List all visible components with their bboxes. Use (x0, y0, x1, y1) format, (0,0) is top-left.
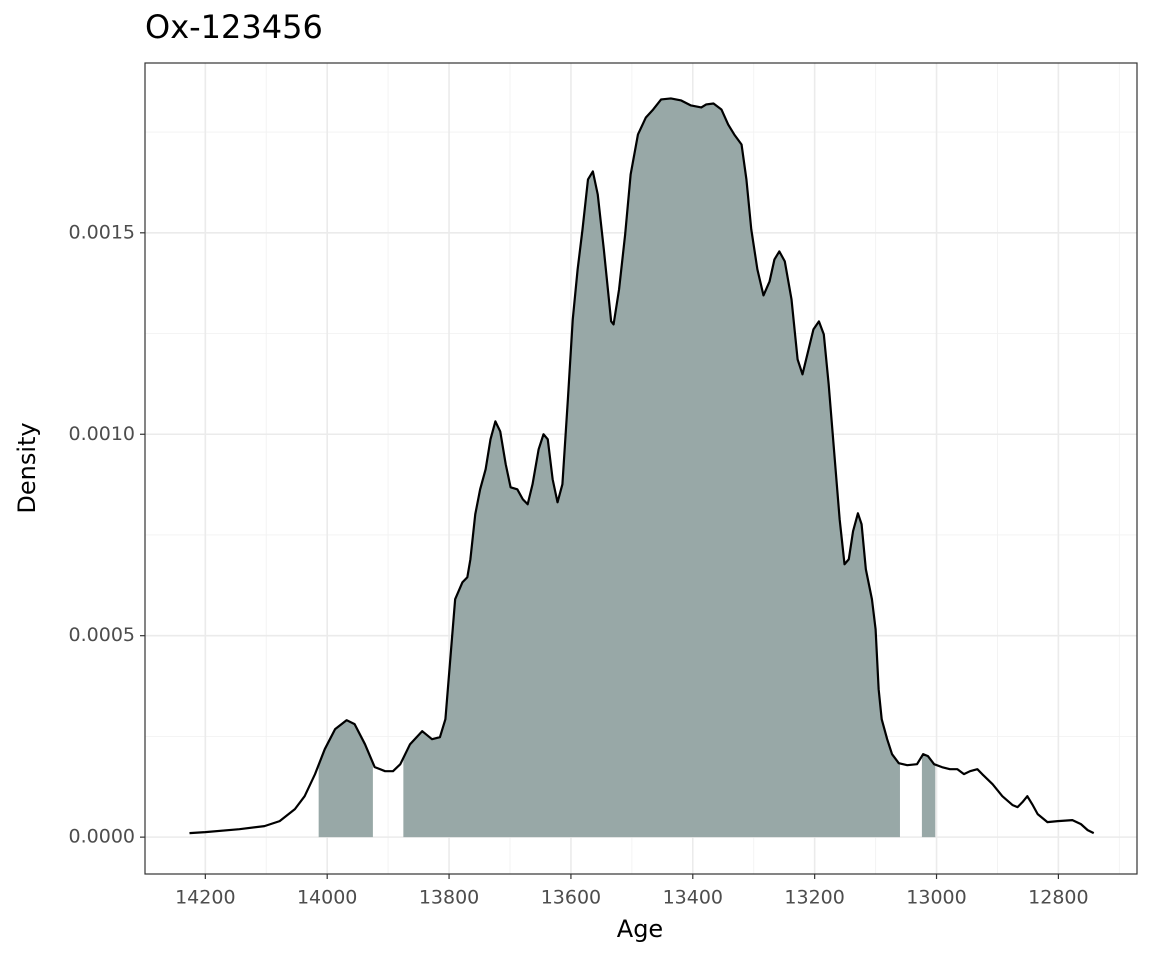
x-tick-label: 14200 (175, 887, 235, 909)
y-tick-label: 0.0010 (69, 423, 135, 445)
y-tick-label: 0.0005 (69, 624, 135, 646)
x-axis-label: Age (617, 915, 663, 943)
x-tick-label: 14000 (297, 887, 357, 909)
y-tick-label: 0.0000 (69, 826, 135, 848)
panel-border (144, 62, 1138, 875)
x-tick-label: 12800 (1028, 887, 1088, 909)
x-tick-label: 13200 (784, 887, 844, 909)
y-axis-label: Density (13, 422, 41, 513)
chart-title: Ox-123456 (145, 8, 323, 46)
y-tick-label: 0.0015 (69, 221, 135, 243)
x-tick-label: 13400 (663, 887, 723, 909)
hpd-area (921, 754, 936, 838)
hpd-area (318, 720, 373, 838)
x-tick-label: 13600 (541, 887, 601, 909)
hpd-area (403, 98, 900, 838)
x-tick-label: 13000 (906, 887, 966, 909)
x-tick-label: 13800 (419, 887, 479, 909)
density-line (189, 97, 1095, 835)
